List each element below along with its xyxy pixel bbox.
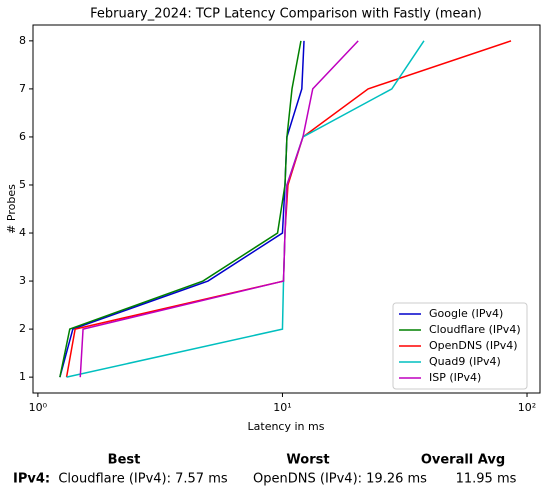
table-cell: 11.95 ms [456,472,517,487]
table-header: Best [108,453,141,468]
y-tick-label: 4 [19,226,26,239]
x-tick-label: 10² [518,401,536,414]
series-line [79,40,359,378]
series-line [59,40,305,378]
y-tick-label: 7 [19,82,26,95]
legend-box [392,302,528,390]
series-line [59,40,302,378]
x-tick-label: 10⁰ [29,401,48,414]
y-tick-label: 6 [19,130,26,143]
legend-label: Quad9 (IPv4) [429,355,501,368]
table-cell: OpenDNS (IPv4): 19.26 ms [253,472,427,487]
x-axis-label: Latency in ms [248,420,325,433]
legend-label: Cloudflare (IPv4) [429,323,521,336]
table-cell: Cloudflare (IPv4): 7.57 ms [58,472,228,487]
row-label: IPv4: [13,472,50,487]
chart-title: February_2024: TCP Latency Comparison wi… [90,7,482,22]
x-tick-label: 10¹ [273,401,291,414]
y-tick-label: 3 [19,274,26,287]
plot-frame [32,24,541,394]
series-line [66,40,425,378]
y-tick-label: 8 [19,34,26,47]
y-tick-label: 5 [19,178,26,191]
y-tick-label: 2 [19,322,26,335]
legend-label: OpenDNS (IPv4) [429,339,518,352]
legend-label: Google (IPv4) [429,307,503,320]
y-tick-label: 1 [19,370,26,383]
legend-label: ISP (IPv4) [429,371,481,384]
table-header: Overall Avg [421,453,505,468]
y-axis-label: # Probes [5,184,18,234]
table-header: Worst [286,453,329,468]
